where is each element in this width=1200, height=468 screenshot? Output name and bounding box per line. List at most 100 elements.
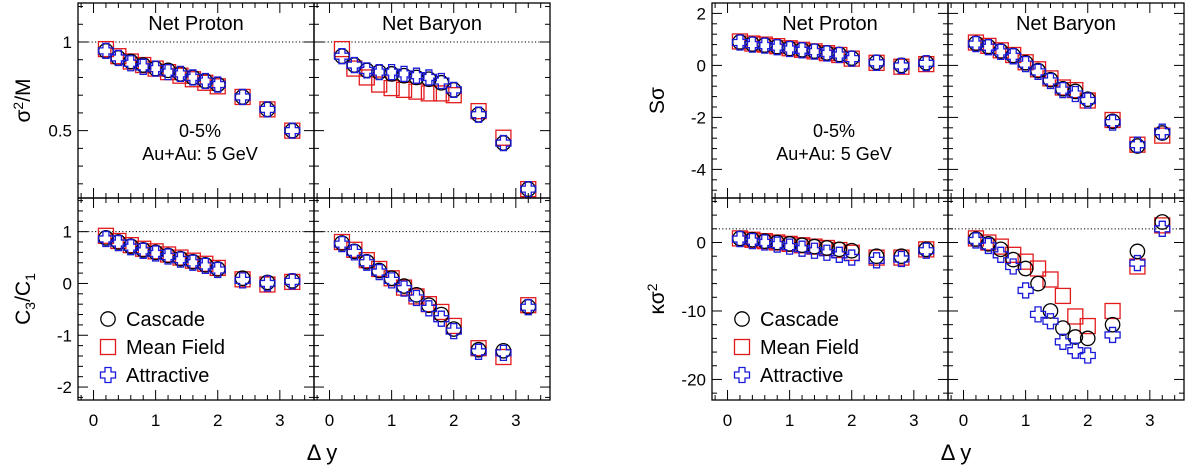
panel-1-0-0 [731,33,935,75]
data-point [756,234,773,251]
annotation-text: 0-5% [179,121,221,141]
data-point [868,54,885,71]
y-axis-label: κσ2 [644,283,669,314]
legend-label: Mean Field [126,337,225,359]
data-point [1054,333,1072,350]
legend-marker [733,338,751,356]
data-point [1129,136,1146,153]
annotation-text: 0-5% [813,121,855,141]
x-tick-label: 2 [213,411,222,430]
legend-label: Mean Field [760,337,859,359]
data-point [433,72,450,90]
data-point [520,298,537,315]
x-axis-label: Δ y [307,440,338,465]
data-point [1067,329,1084,345]
data-point [1067,85,1084,103]
data-point [520,299,537,316]
data-point [731,230,749,248]
data-point [868,248,885,265]
data-point [744,36,761,53]
data-point [980,237,997,255]
data-point [1079,317,1096,335]
series-cascade [968,35,1171,154]
data-point [1104,302,1121,320]
data-point [97,42,115,60]
data-point [284,273,301,290]
data-point [893,57,910,75]
y-tick-label: -20 [681,370,706,389]
x-tick-label: 1 [1021,411,1030,430]
x-tick-label: 3 [275,411,284,430]
data-point [147,60,164,77]
legend-label: Cascade [126,309,205,331]
data-point [495,134,512,152]
data-point [209,76,226,93]
data-point [1042,72,1059,90]
data-point [756,37,773,54]
series-mean-field [731,33,935,75]
data-point [333,48,351,65]
series-attractive [967,220,1171,364]
data-point [346,56,363,74]
data-point [470,343,487,360]
data-point [1042,271,1059,288]
annotation-text: Au+Au: 5 GeV [142,144,258,164]
x-tick-label: 0 [325,411,334,430]
series-attractive [967,35,1171,153]
data-point [1067,342,1084,359]
data-point [234,88,251,106]
panel-0-0-1 [314,40,550,198]
data-point [1029,306,1047,323]
data-point [980,39,997,56]
data-point [135,58,152,75]
data-point [358,62,375,79]
data-point [445,81,462,99]
x-tick-label: 2 [847,411,856,430]
panel-frame [947,197,1185,401]
data-point [1154,123,1171,140]
data-point [495,135,512,151]
panel-1-1-1 [948,214,1184,364]
series-attractive [333,48,537,198]
y-tick-label: 0 [697,234,706,253]
legend-marker [100,311,116,327]
data-point [831,246,848,263]
data-point [383,272,400,289]
data-point [333,235,351,253]
data-point [234,89,251,105]
data-point [806,43,823,60]
data-point [818,244,836,261]
data-point [1104,316,1121,333]
data-point [1104,114,1121,131]
data-point [445,317,462,335]
data-point [110,234,127,252]
data-point [209,261,226,279]
y-tick-label: 0 [697,56,706,75]
data-point [1079,92,1096,109]
data-point [333,40,351,58]
data-point [284,273,301,289]
series-cascade [334,48,537,197]
x-tick-label: 2 [1083,411,1092,430]
x-tick-label: 1 [387,411,396,430]
panel-0-0-0 [78,40,314,139]
data-point [918,55,935,72]
series-mean-field [967,217,1171,335]
data-point [806,242,823,259]
y-tick-label: 1 [63,223,72,242]
data-point [967,232,985,249]
panel-0-1-1 [314,231,550,366]
data-point [110,49,127,67]
data-point [893,250,910,268]
legend-marker [733,366,751,384]
data-point [159,63,177,81]
data-point [1129,138,1146,154]
data-point [259,275,276,292]
y-axis-label: Sσ [646,87,669,114]
data-point [197,257,214,275]
data-point [1104,113,1121,130]
series-attractive [731,230,935,269]
data-point [420,300,438,317]
data-point [433,306,450,323]
x-tick-label: 3 [511,411,520,430]
